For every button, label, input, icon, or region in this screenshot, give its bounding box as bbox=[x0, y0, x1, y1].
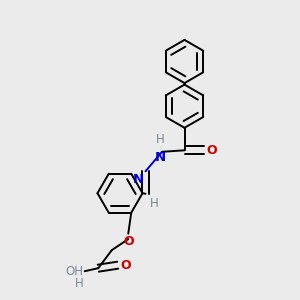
Text: H: H bbox=[74, 277, 83, 290]
Text: OH: OH bbox=[65, 265, 83, 278]
Text: H: H bbox=[156, 134, 165, 146]
Text: N: N bbox=[133, 173, 144, 186]
Text: O: O bbox=[206, 144, 217, 157]
Text: O: O bbox=[120, 259, 131, 272]
Text: N: N bbox=[155, 151, 166, 164]
Text: O: O bbox=[123, 235, 134, 248]
Text: H: H bbox=[150, 197, 159, 210]
